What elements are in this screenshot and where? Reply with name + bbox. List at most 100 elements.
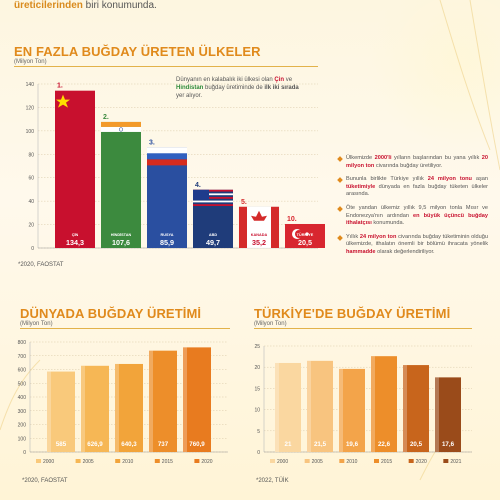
turkey-bar [339, 368, 365, 452]
top-ytick-label: 80 [28, 152, 34, 158]
turkey-legend-swatch [443, 459, 449, 463]
turkey-bar [275, 362, 301, 452]
top-ytick-label: 20 [28, 223, 34, 229]
world-legend-swatch [115, 459, 121, 463]
turkey-legend-label: 2020 [416, 459, 427, 465]
world-value-label: 640,3 [121, 441, 137, 448]
turkey-ytick-label: 5 [257, 429, 260, 435]
world-value-label: 760,9 [189, 441, 205, 448]
bar-value-label: 134,3 [66, 238, 84, 247]
turkey-ytick-label: 25 [254, 344, 260, 350]
top-bar-group [101, 121, 141, 248]
russia-blue-stripe [147, 153, 187, 160]
turkey-chart-source: *2022, TÜİK [256, 478, 289, 484]
bullet-2: Bununla birlikte Türkiye yıllık 24 milyo… [338, 176, 488, 199]
turkey-bar [371, 356, 397, 452]
world-bar [47, 371, 75, 452]
bar-value-label: 49,7 [206, 238, 220, 247]
turkey-legend-label: 2005 [312, 459, 323, 465]
top-ytick-label: 60 [28, 176, 34, 182]
turkey-chart-unit: (Milyon Ton) [254, 321, 287, 327]
bar-category-label: KANADA [251, 233, 268, 237]
canada-left-band [239, 206, 247, 248]
turkey-legend-label: 2010 [346, 459, 357, 465]
top-divider [14, 66, 318, 67]
world-bar-shine [149, 350, 153, 452]
turkey-legend-swatch [374, 459, 379, 463]
turkey-value-label: 22,6 [378, 441, 391, 448]
turkey-ytick-label: 0 [257, 450, 260, 456]
world-value-label: 737 [158, 441, 169, 448]
world-ytick-label: 600 [18, 368, 27, 374]
usa-stripe [193, 204, 233, 206]
bullet-1: Ülkemizde 2000'li yılların başlarından b… [338, 155, 488, 170]
world-value-label: 585 [56, 441, 67, 448]
turkey-value-label: 21,5 [314, 441, 327, 448]
world-divider [20, 328, 230, 329]
turkey-legend-label: 2021 [450, 459, 461, 465]
turkey-bar-shine [371, 356, 375, 452]
india-chakra-icon [118, 127, 124, 132]
world-ytick-label: 500 [18, 381, 27, 387]
russia-red-stripe [147, 159, 187, 166]
world-ytick-label: 700 [18, 354, 27, 360]
turkey-ytick-label: 15 [254, 386, 260, 392]
turkey-legend-swatch [408, 459, 414, 463]
turkey-legend-label: 2015 [381, 459, 392, 465]
bullet-3: Öte yandan ülkemiz yıllık 9,5 milyon ton… [338, 205, 488, 228]
turkey-legend-swatch [339, 459, 345, 463]
turkey-value-label: 19,6 [346, 441, 359, 448]
world-legend-label: 2000 [43, 459, 54, 465]
turkey-legend-swatch [270, 459, 275, 463]
world-bar-shine [47, 371, 51, 452]
info-bullets: Ülkemizde 2000'li yılların başlarından b… [338, 155, 488, 263]
turkey-chart-title: TÜRKİYE'DE BUĞDAY ÜRETİMİ [254, 306, 451, 321]
world-legend-label: 2005 [83, 459, 94, 465]
turkey-bar-shine [339, 368, 343, 452]
world-bar [149, 350, 177, 452]
bar-rank-label: 10. [287, 216, 297, 223]
usa-stripe [193, 193, 233, 196]
bar-category-label: RUSYA [161, 233, 174, 237]
turkey-bar-shine [307, 360, 311, 452]
top-chart-note: Dünyanın en kalabalık iki ülkesi olan Çi… [176, 77, 299, 99]
usa-stripe [193, 189, 233, 192]
world-legend-label: 2020 [201, 459, 212, 465]
turkey-legend-swatch [304, 459, 310, 463]
turkey-value-label: 17,6 [442, 441, 455, 448]
top-ytick-label: 100 [26, 129, 35, 135]
world-legend-swatch [36, 459, 41, 463]
canada-right-band [271, 206, 279, 248]
bar-turkey [285, 223, 325, 248]
turkey-bar-shine [275, 362, 279, 452]
top-ytick-label: 120 [26, 105, 35, 111]
turkey-value-label: 20,5 [410, 441, 423, 448]
header-line: üreticilerinden biri konumunda. [14, 0, 157, 11]
top-chart-unit: (Milyon Ton) [14, 59, 47, 65]
world-bar-shine [183, 347, 187, 452]
bar-rank-label: 1. [57, 83, 63, 90]
bar-value-label: 85,9 [160, 238, 174, 247]
bar-category-label: ÇİN [72, 233, 79, 237]
world-legend-label: 2015 [162, 459, 173, 465]
world-bar [183, 347, 211, 452]
world-legend-swatch [154, 459, 160, 463]
world-chart-unit: (Milyon Ton) [20, 321, 53, 327]
bar-rank-label: 2. [103, 114, 109, 121]
bar-value-label: 20,5 [298, 238, 312, 247]
world-bar-shine [115, 363, 119, 452]
world-ytick-label: 100 [18, 436, 27, 442]
bar-india [101, 121, 141, 248]
world-ytick-label: 800 [18, 340, 27, 346]
top-bar-group [193, 189, 233, 248]
india-white-stripe [101, 126, 141, 132]
maple-leaf-icon [251, 210, 267, 221]
russia-white-stripe [147, 147, 187, 154]
world-ytick-label: 300 [18, 409, 27, 415]
turkey-bar [403, 365, 429, 452]
bar-category-label: HİNDİSTAN [111, 233, 132, 237]
bar-china [55, 90, 95, 248]
